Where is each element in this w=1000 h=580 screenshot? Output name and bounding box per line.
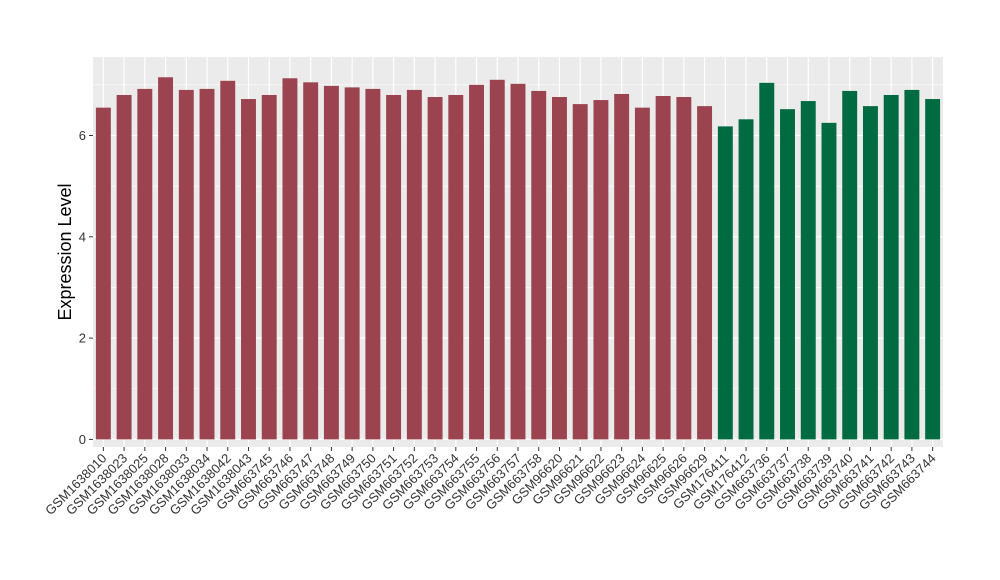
bar <box>344 87 360 440</box>
bar <box>365 88 381 440</box>
bar <box>904 89 920 440</box>
bar <box>800 101 816 440</box>
bar <box>261 94 277 440</box>
bar <box>406 89 422 440</box>
bar <box>323 85 339 440</box>
bar <box>158 77 174 440</box>
bar <box>925 99 941 440</box>
bar <box>137 88 153 440</box>
bar <box>489 79 505 440</box>
bar <box>116 94 132 440</box>
y-tick-label: 2 <box>79 331 86 346</box>
bar <box>738 119 754 440</box>
y-axis-title: Expression Level <box>55 183 75 320</box>
bar <box>593 100 609 440</box>
bar <box>510 83 526 440</box>
bar <box>303 82 319 440</box>
bar <box>427 97 443 440</box>
bar <box>676 97 692 440</box>
bar <box>469 84 484 440</box>
bar <box>199 88 215 440</box>
bar <box>282 78 298 440</box>
bar <box>448 94 464 440</box>
bar <box>862 106 878 440</box>
bar <box>717 126 733 440</box>
y-tick-label: 6 <box>79 128 86 143</box>
y-axis: 0 2 4 6 <box>79 128 93 447</box>
bar-layer <box>95 77 941 440</box>
bar <box>178 89 194 440</box>
bar <box>883 94 899 440</box>
bar <box>241 99 256 440</box>
bar <box>842 90 858 440</box>
bar <box>697 106 713 440</box>
bar <box>821 122 837 440</box>
x-axis: GSM1638010GSM1638023GSM1638025GSM1638028… <box>42 447 939 518</box>
bar <box>552 97 567 440</box>
bar <box>655 96 671 440</box>
bar <box>634 107 650 440</box>
bar <box>220 80 236 440</box>
bar <box>572 104 588 440</box>
bar <box>780 109 795 440</box>
bar <box>759 82 775 440</box>
y-tick-label: 0 <box>79 432 86 447</box>
y-tick-label: 4 <box>79 229 86 244</box>
bar <box>386 94 402 440</box>
bar <box>614 93 630 440</box>
bar <box>95 107 111 440</box>
bar <box>531 90 547 440</box>
